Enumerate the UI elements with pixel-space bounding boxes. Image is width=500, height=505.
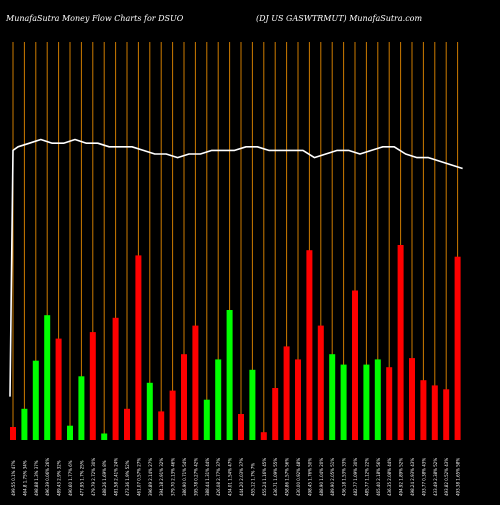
x-tick-label: 444.20 2.03% 37% bbox=[239, 458, 244, 496]
x-tick-label: 493.82 0.52% 43% bbox=[444, 458, 449, 496]
x-tick-label: 498.45 1.76% 50% bbox=[307, 458, 312, 496]
x-tick-label: 426.08 2.77% 37% bbox=[216, 458, 221, 496]
money-flow-bar bbox=[272, 388, 279, 440]
money-flow-bar bbox=[135, 255, 142, 440]
money-flow-bar bbox=[10, 427, 16, 440]
money-flow-bar bbox=[420, 380, 427, 440]
x-tick-label: 436.18 1.53% 33% bbox=[342, 458, 347, 496]
x-tick-label: 461.07 0.57% 27% bbox=[136, 458, 141, 496]
money-flow-bar bbox=[340, 364, 347, 440]
x-tick-label: 434.01 1.54% 47% bbox=[228, 458, 233, 496]
money-flow-bar bbox=[317, 325, 324, 440]
money-flow-bar bbox=[329, 354, 336, 440]
x-tick-label: 455.12 1.7% 7% bbox=[250, 463, 255, 496]
money-flow-bar bbox=[226, 310, 233, 440]
x-tick-label: 379.70 2.13% 46% bbox=[171, 458, 176, 496]
chart-subtitle: (DJ US GASWTRMUT) MunafaSutra.com bbox=[256, 14, 423, 23]
x-tick-label: 433.49 2.38% 52% bbox=[433, 458, 438, 496]
money-flow-bar bbox=[192, 325, 199, 440]
x-tick-label: 489.90 2.05% 51% bbox=[330, 458, 335, 496]
money-flow-bar bbox=[67, 425, 73, 440]
money-flow-bar bbox=[158, 411, 165, 440]
x-tick-label: 477.95 1.7% 25% bbox=[79, 460, 84, 496]
x-tick-label: 465.40 2.18% 56% bbox=[376, 458, 381, 496]
x-tick-label: 488.26 1.69% 8% bbox=[102, 460, 107, 496]
money-flow-bar bbox=[21, 408, 28, 440]
x-tick-label: 386.90 0.71% 54% bbox=[182, 458, 187, 496]
x-tick-label: 482.77 1.09% 30% bbox=[353, 458, 358, 496]
money-flow-bar bbox=[146, 382, 153, 440]
money-flow-bar bbox=[443, 389, 450, 440]
x-tick-label: 473.36 1.9% 52% bbox=[125, 460, 130, 496]
money-flow-bar bbox=[409, 358, 415, 440]
money-flow-bar bbox=[363, 364, 370, 440]
price-line bbox=[9, 138, 463, 397]
money-flow-bar bbox=[101, 433, 108, 440]
x-tick-label: 479.79 2.72% 30% bbox=[91, 458, 96, 496]
money-flow-bar bbox=[295, 359, 301, 440]
x-tick-label: 395.78 0.27% 42% bbox=[193, 458, 198, 496]
money-flow-bar bbox=[124, 408, 130, 440]
x-tick-label: 499.55 0.1% 47% bbox=[11, 460, 16, 496]
money-flow-bar bbox=[352, 290, 358, 440]
money-flow-bar bbox=[374, 359, 381, 440]
money-flow-bar bbox=[238, 414, 244, 440]
x-tick-label: 498.88 1.3% 37% bbox=[34, 460, 39, 496]
money-flow-bar bbox=[181, 354, 187, 440]
money-flow-bar bbox=[55, 338, 62, 440]
money-flow-bar bbox=[260, 432, 267, 440]
x-tick-label: 490.60 1.77% 6% bbox=[68, 460, 73, 496]
money-flow-bar bbox=[283, 346, 290, 440]
x-tick-label: 493.38 1.65% 58% bbox=[456, 458, 461, 496]
x-tick-label: 481.58 2.41% 24% bbox=[114, 458, 119, 496]
x-tick-label: 485.77 1.12% 22% bbox=[364, 458, 369, 496]
money-flow-bar bbox=[169, 390, 176, 440]
x-tick-label: 493.77 0.38% 43% bbox=[421, 458, 426, 496]
money-flow-bar bbox=[44, 315, 51, 440]
chart-title: MunafaSutra Money Flow Charts for DSUO bbox=[6, 14, 184, 23]
money-flow-bar bbox=[215, 359, 222, 440]
money-flow-bar bbox=[112, 317, 119, 440]
money-flow-bar bbox=[89, 332, 96, 440]
x-tick-label: 388.44 1.31% 44% bbox=[205, 458, 210, 496]
x-tick-label: 396.89 2.14% 27% bbox=[148, 458, 153, 496]
x-tick-label: 458.86 1.57% 56% bbox=[285, 458, 290, 496]
x-tick-label: 430.00 0.92% 48% bbox=[296, 458, 301, 496]
money-flow-bar bbox=[32, 360, 39, 440]
x-tick-label: 394.18 2.91% 32% bbox=[159, 458, 164, 496]
x-tick-label: 464.8 1.75% 34% bbox=[22, 460, 27, 496]
x-tick-label: 488.90 1.04% 20% bbox=[319, 458, 324, 496]
money-flow-bar bbox=[306, 250, 313, 440]
money-flow-bar bbox=[454, 256, 461, 440]
x-tick-label: 489.43 2.9% 32% bbox=[57, 460, 62, 496]
x-tick-label: 436.35 2.08% 44% bbox=[387, 458, 392, 496]
money-flow-bar bbox=[386, 367, 393, 440]
money-flow-bar bbox=[397, 245, 404, 440]
x-tick-label: 496.39 0.06% 26% bbox=[45, 458, 50, 496]
money-flow-bar bbox=[249, 369, 256, 440]
money-flow-bar bbox=[78, 376, 85, 440]
money-flow-bar bbox=[431, 385, 438, 440]
x-tick-label: 436.71 1.09% 55% bbox=[273, 458, 278, 496]
x-tick-label: 494.92 1.89% 52% bbox=[399, 458, 404, 496]
x-tick-label: 498.24 2.93% 43% bbox=[410, 458, 415, 496]
x-tick-label: 455.24 1.16% 45% bbox=[262, 458, 267, 496]
money-flow-bar bbox=[203, 399, 210, 440]
